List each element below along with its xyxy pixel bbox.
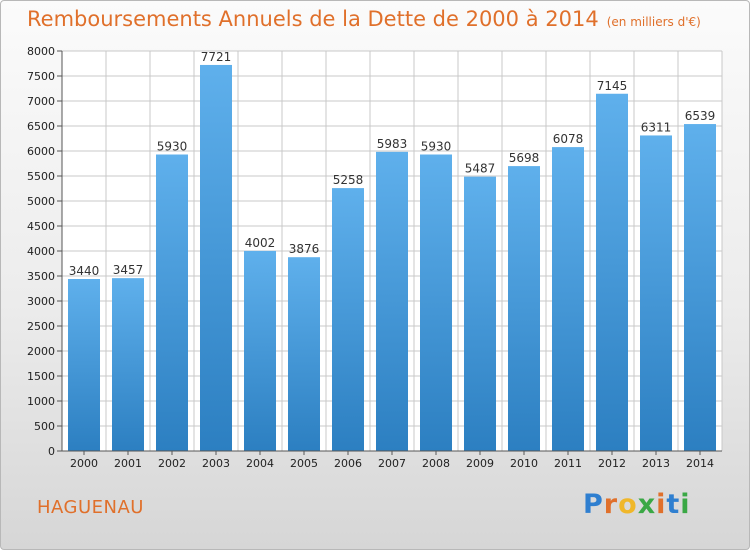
logo-letter: o (618, 489, 638, 520)
x-tick-label-2003: 2003 (202, 457, 230, 470)
proxiti-logo: Proxiti (583, 489, 691, 520)
y-tick-label: 2500 (27, 320, 55, 333)
x-tick-label-2008: 2008 (422, 457, 450, 470)
logo-letter: r (603, 489, 619, 520)
value-label-2014: 6539 (685, 109, 716, 123)
x-tick-label-2009: 2009 (466, 457, 494, 470)
x-tick-label-2005: 2005 (290, 457, 318, 470)
value-label-2012: 7145 (597, 79, 628, 93)
x-tick-label-2012: 2012 (598, 457, 626, 470)
bars (68, 64, 716, 452)
bar-2003 (200, 64, 232, 451)
logo-letter: P (583, 489, 604, 520)
y-tick-label: 4000 (27, 245, 55, 258)
y-tick-label: 6500 (27, 120, 55, 133)
bar-2008 (420, 154, 452, 451)
bar-2005 (288, 257, 320, 451)
value-label-2011: 6078 (553, 132, 584, 146)
bar-2000 (68, 279, 100, 451)
axes (57, 50, 722, 455)
chart-title: Remboursements Annuels de la Dette de 20… (27, 7, 701, 31)
chart-unit: (en milliers d'€) (606, 15, 701, 29)
y-tick-label: 7000 (27, 95, 55, 108)
x-tick-label-2010: 2010 (510, 457, 538, 470)
bar-2009 (464, 176, 496, 451)
y-tick-label: 6000 (27, 145, 55, 158)
y-tick-label: 1500 (27, 370, 55, 383)
bar-2001 (112, 278, 144, 451)
bar-2014 (684, 124, 716, 452)
x-tick-label-2013: 2013 (642, 457, 670, 470)
x-tick-label-2007: 2007 (378, 457, 406, 470)
bar-2006 (332, 188, 364, 451)
bar-2011 (552, 147, 584, 451)
y-tick-label: 2000 (27, 345, 55, 358)
bar-2007 (376, 151, 408, 451)
chart-title-text: Remboursements Annuels de la Dette de 20… (27, 7, 599, 31)
y-tick-label: 5000 (27, 195, 55, 208)
commune-name: HAGUENAU (37, 497, 144, 518)
value-label-2003: 7721 (201, 50, 232, 64)
y-tick-label: 0 (48, 445, 55, 458)
value-label-2010: 5698 (509, 151, 540, 165)
y-tick-label: 8000 (27, 45, 55, 58)
value-label-2001: 3457 (113, 263, 144, 277)
value-label-2002: 5930 (157, 140, 188, 154)
y-tick-label: 1000 (27, 395, 55, 408)
bar-2010 (508, 166, 540, 451)
x-tick-label-2001: 2001 (114, 457, 142, 470)
logo-letter: x (637, 489, 657, 520)
y-tick-label: 3000 (27, 295, 55, 308)
value-label-2013: 6311 (641, 120, 672, 134)
value-label-2007: 5983 (377, 137, 408, 151)
bar-2004 (244, 250, 276, 451)
x-tick-label-2004: 2004 (246, 457, 274, 470)
value-label-2004: 4002 (245, 236, 276, 250)
logo-letter: i (656, 489, 667, 520)
labels: 0 500 1000 1500 2000 2500 3000 3500 4000 4500 5000… (27, 45, 715, 470)
value-label-2008: 5930 (421, 140, 452, 154)
value-label-2005: 3876 (289, 242, 320, 256)
x-tick-label-2002: 2002 (158, 457, 186, 470)
bar-2013 (640, 135, 672, 451)
logo-letter: i (680, 489, 691, 520)
x-tick-label-2014: 2014 (686, 457, 714, 470)
y-tick-label: 3500 (27, 270, 55, 283)
y-tick-label: 5500 (27, 170, 55, 183)
x-tick-label-2000: 2000 (70, 457, 98, 470)
value-label-2009: 5487 (465, 162, 496, 176)
value-label-2000: 3440 (69, 264, 100, 278)
x-tick-label-2006: 2006 (334, 457, 362, 470)
value-label-2006: 5258 (333, 173, 364, 187)
y-tick-label: 4500 (27, 220, 55, 233)
bar-2002 (156, 154, 188, 451)
y-tick-label: 500 (34, 420, 55, 433)
y-tick-label: 7500 (27, 70, 55, 83)
logo-letter: t (666, 489, 681, 520)
bar-2012 (596, 93, 628, 451)
x-tick-label-2011: 2011 (554, 457, 582, 470)
